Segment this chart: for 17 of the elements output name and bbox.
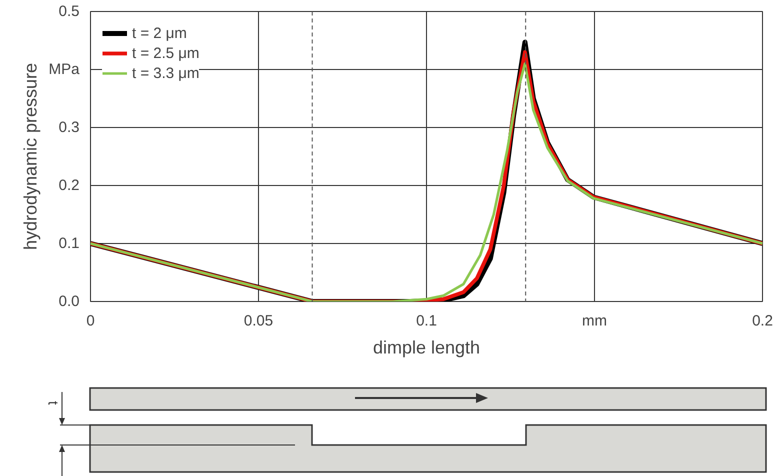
x-tick-label: 0.05 [244,312,274,330]
legend-label: t = 3.3 μm [132,64,200,82]
x-tick-label: mm [582,312,608,330]
y-tick-label: 0.5 [58,3,80,20]
y-tick-label: 0.1 [58,235,80,252]
x-axis-title: dimple length [372,338,480,358]
x-tick-label: 0 [86,312,95,330]
x-tick-label: 0.1 [416,312,437,330]
text: t [45,401,62,406]
y-tick-label: MPa [48,61,80,78]
y-tick-label: 0.0 [58,293,80,310]
x-tick-label: 0.2 [752,312,773,330]
y-tick-label: 0.2 [58,177,80,194]
y-axis-title: hydrodynamic pressure [20,62,41,250]
legend-label: t = 2 μm [132,24,187,42]
legend-label: t = 2.5 μm [132,44,200,62]
y-tick-label: 0.3 [58,119,80,136]
